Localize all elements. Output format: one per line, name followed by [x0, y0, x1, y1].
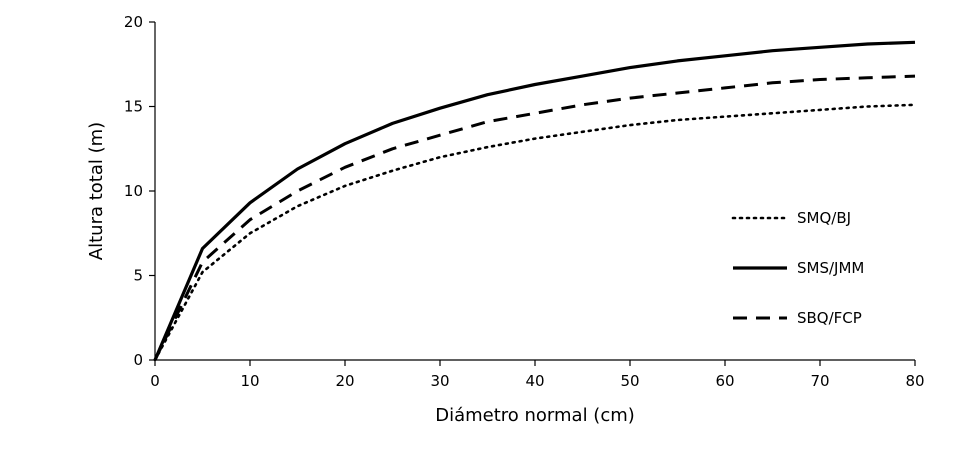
legend-item: SBQ/FCP	[733, 309, 862, 327]
y-tick-label: 0	[133, 351, 143, 369]
y-tick-label: 5	[133, 267, 143, 285]
x-tick-label: 20	[335, 372, 354, 390]
y-tick-label: 20	[124, 13, 143, 31]
legend: SMQ/BJ SMS/JMM SBQ/FCP	[731, 209, 864, 327]
legend-item: SMQ/BJ	[731, 209, 851, 227]
y-ticks: 0 5 10 15 20	[124, 13, 155, 369]
y-tick-label: 15	[124, 98, 143, 116]
legend-item: SMS/JMM	[733, 259, 864, 277]
series-smq-bj	[153, 103, 917, 362]
x-ticks: 0 10 20 30 40 50 60 70 80	[150, 360, 925, 390]
legend-label: SMS/JMM	[797, 259, 864, 277]
y-tick-label: 10	[124, 182, 143, 200]
x-tick-label: 50	[620, 372, 639, 390]
y-axis-title: Altura total (m)	[86, 122, 107, 260]
series-group	[153, 40, 917, 362]
x-tick-label: 60	[715, 372, 734, 390]
legend-label: SMQ/BJ	[797, 209, 851, 227]
x-tick-label: 30	[430, 372, 449, 390]
x-tick-label: 10	[240, 372, 259, 390]
x-tick-label: 80	[905, 372, 924, 390]
series-sbq-fcp	[153, 74, 916, 361]
x-tick-label: 40	[525, 372, 544, 390]
x-tick-label: 0	[150, 372, 160, 390]
series-line	[153, 74, 916, 361]
series-sms-jmm	[153, 40, 916, 361]
series-line	[153, 103, 917, 362]
x-axis-title: Diámetro normal (cm)	[435, 405, 635, 426]
x-tick-label: 70	[810, 372, 829, 390]
legend-label: SBQ/FCP	[797, 309, 862, 327]
series-line	[153, 40, 916, 361]
